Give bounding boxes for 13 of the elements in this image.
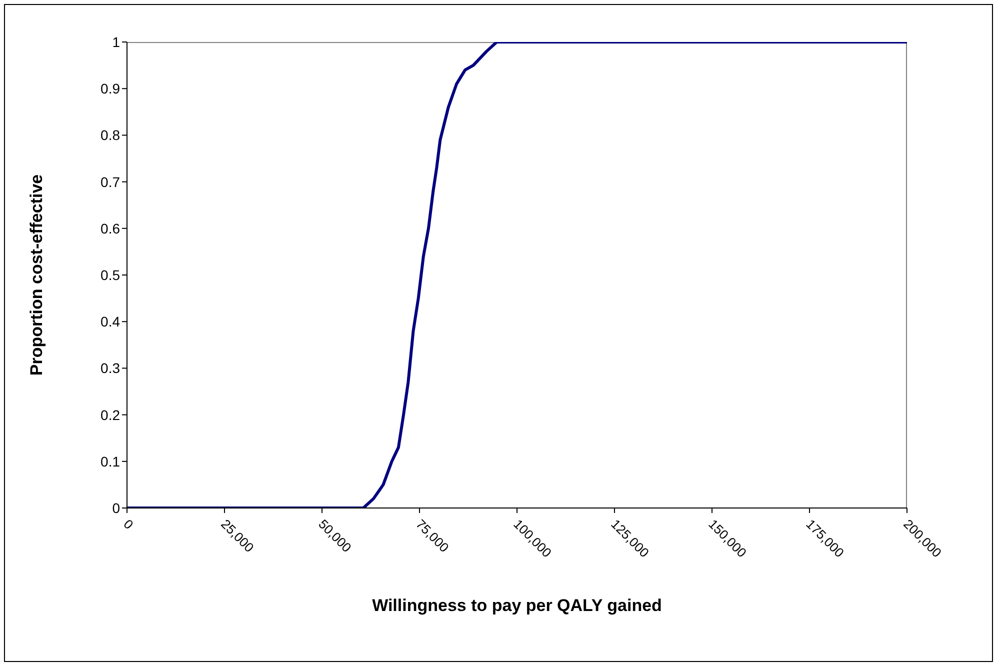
y-tick-label: 1	[112, 34, 120, 50]
y-tick-label: 0.2	[100, 406, 120, 423]
y-tick-label: 0.9	[100, 80, 120, 97]
x-axis-title: Willingness to pay per QALY gained	[372, 596, 662, 615]
y-tick-label: 0.8	[100, 127, 120, 144]
y-tick-label: 0.3	[100, 360, 120, 376]
y-tick-label: 0.1	[100, 453, 120, 470]
y-tick-label: 0.6	[100, 220, 120, 236]
y-axis-title: Proportion cost-effective	[27, 174, 46, 376]
y-tick-label: 0.4	[100, 314, 120, 330]
y-tick-label: 0.5	[100, 266, 120, 283]
y-tick-label: 0.7	[100, 174, 120, 190]
y-tick-label: 0	[112, 500, 120, 516]
